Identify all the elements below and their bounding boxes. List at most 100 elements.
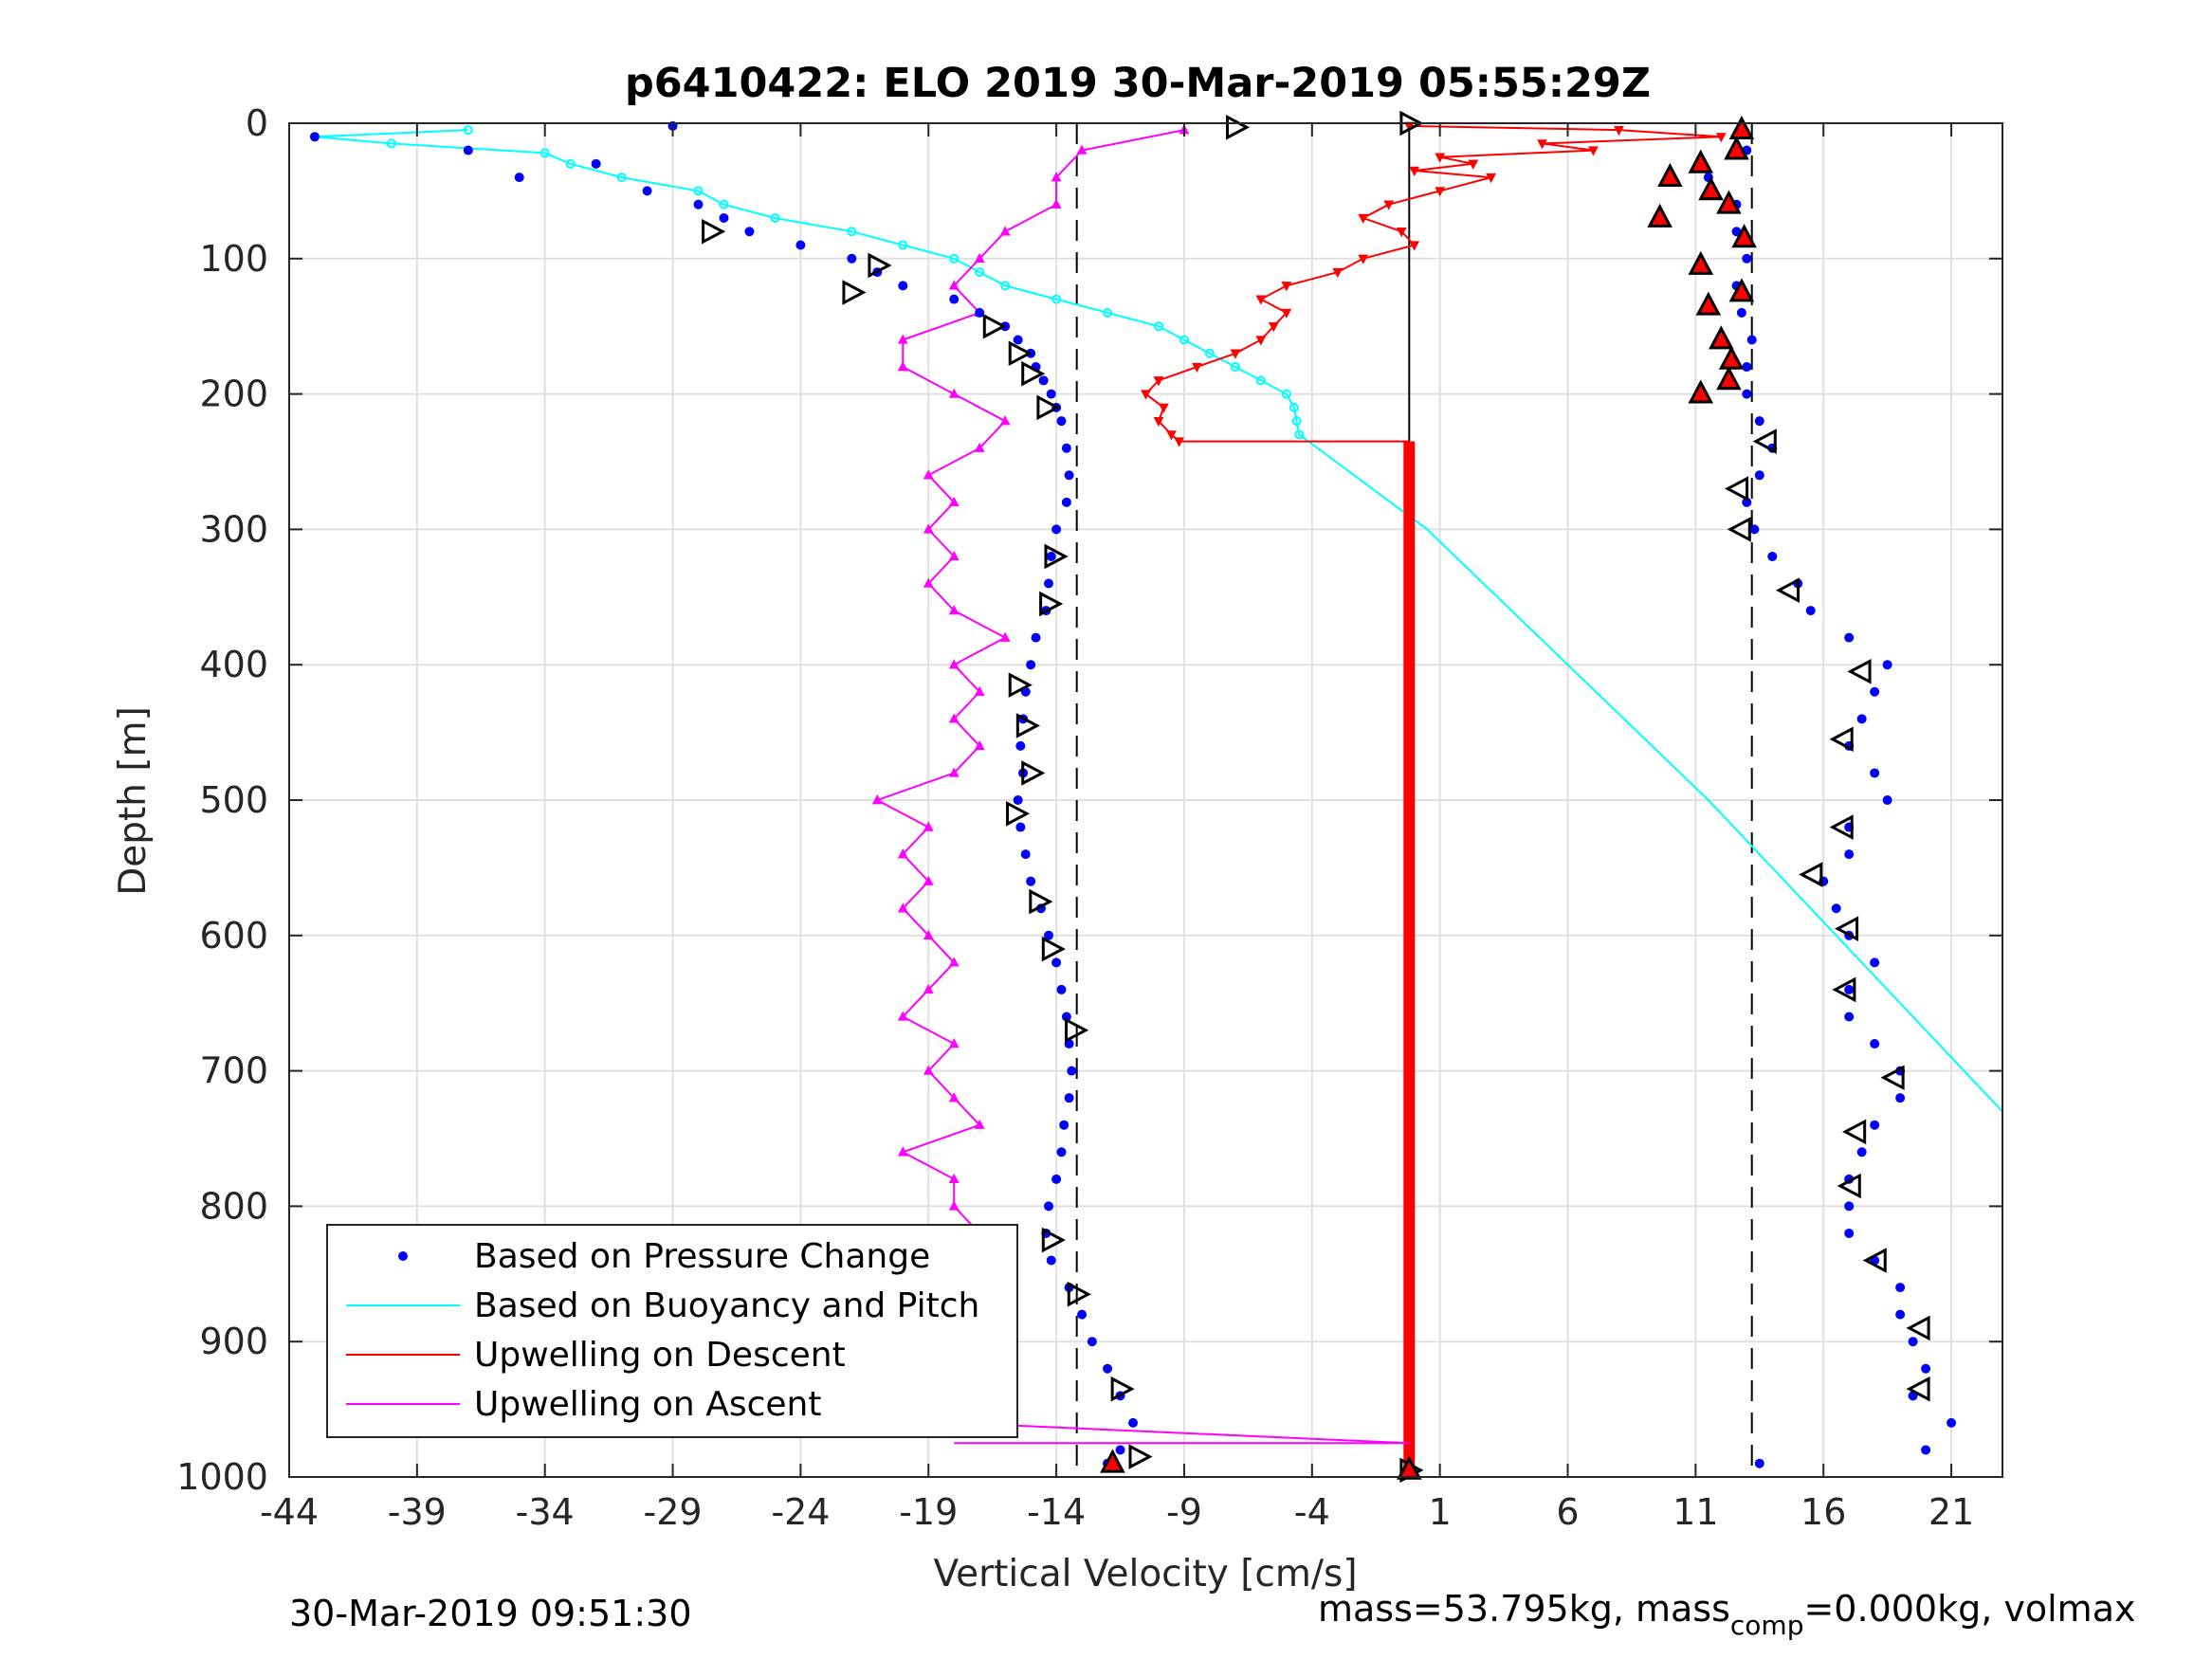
ascent-point: [948, 1092, 960, 1103]
pressure-ascent-point: [1844, 1228, 1855, 1238]
open-triangle-marker: [1128, 1444, 1153, 1469]
buoyancy-point: [1294, 429, 1305, 440]
pressure-ascent-point: [1754, 470, 1764, 481]
pressure-descent-point: [1064, 470, 1074, 481]
open-triangle-marker: [1725, 476, 1749, 501]
pressure-ascent-point: [1870, 1039, 1880, 1049]
pressure-descent-point: [719, 212, 729, 223]
pressure-descent-point: [1061, 1012, 1071, 1022]
x-tick-label: -4: [1294, 1491, 1330, 1533]
y-tick-label: 100: [199, 238, 268, 280]
y-tick-label: 900: [199, 1321, 268, 1362]
ascent-point: [999, 631, 1011, 642]
descent-point: [1358, 254, 1369, 264]
footer-timestamp: 30-Mar-2019 09:51:30: [289, 1593, 692, 1634]
ascent-point: [974, 739, 985, 751]
pressure-descent-point: [1020, 849, 1031, 860]
filled-triangle-marker: [1100, 1449, 1125, 1473]
filled-triangle-marker: [1728, 115, 1755, 140]
pressure-ascent-point: [1754, 416, 1764, 427]
descent-point: [1192, 362, 1202, 374]
y-tick-label: 1000: [176, 1456, 268, 1498]
descent-point: [1230, 349, 1241, 359]
pressure-descent-point: [1115, 1445, 1125, 1455]
pressure-ascent-point: [1736, 307, 1746, 318]
open-triangle-marker: [1906, 1376, 1930, 1402]
x-tick-label: -19: [899, 1491, 958, 1533]
y-tick-label: 500: [199, 779, 268, 821]
descent-point: [1486, 173, 1496, 184]
y-tick-label: 800: [199, 1185, 268, 1227]
buoyancy-point: [1291, 416, 1302, 427]
open-triangle-marker: [982, 313, 1007, 339]
open-triangle-marker: [1021, 760, 1046, 786]
legend-items: Based on Pressure Change Based on Buoyanc…: [346, 1237, 979, 1424]
ascent-point: [897, 902, 908, 913]
open-triangle-marker: [1021, 360, 1046, 387]
pressure-ascent-point: [1921, 1363, 1931, 1374]
buoyancy-point: [565, 158, 576, 169]
descent-zero-column: [1403, 441, 1416, 1470]
buoyancy-point: [770, 212, 780, 223]
buoyancy-point: [1103, 307, 1113, 318]
buoyancy-point: [1179, 335, 1189, 345]
descent-point: [1614, 125, 1624, 137]
pressure-descent-point: [1026, 876, 1036, 886]
buoyancy-point: [1281, 389, 1291, 399]
ascent-point: [974, 252, 985, 263]
ascent-point: [1051, 172, 1062, 182]
open-triangle-marker: [1752, 428, 1777, 454]
buoyancy-point: [949, 253, 960, 264]
filled-triangle-marker: [1718, 345, 1745, 370]
pressure-ascent-point: [1742, 389, 1752, 399]
ascent-point: [999, 415, 1011, 426]
pressure-descent-point: [1031, 632, 1041, 643]
open-triangle-marker: [1036, 394, 1061, 421]
pressure-descent-point: [1046, 551, 1056, 561]
pressure-descent-point: [1059, 1120, 1069, 1130]
pressure-ascent-point: [1895, 1283, 1906, 1293]
descent-point: [1255, 336, 1267, 346]
marker-layer: [702, 110, 1930, 1484]
filled-triangle-marker: [1709, 325, 1734, 350]
descent-point: [1409, 166, 1420, 176]
ascent-point: [948, 1200, 960, 1211]
buoyancy-point: [1000, 281, 1011, 291]
x-tick-label: -44: [260, 1491, 319, 1533]
x-tick-label: -39: [388, 1491, 447, 1533]
buoyancy-point: [1255, 375, 1266, 386]
ascent-point: [948, 713, 960, 723]
pressure-ascent-point: [1870, 957, 1880, 968]
pressure-descent-point: [1044, 930, 1054, 940]
pressure-ascent-point: [1746, 335, 1757, 345]
ascent-point: [897, 361, 908, 372]
open-triangle-marker: [1862, 1248, 1887, 1273]
ascent-point: [923, 875, 934, 885]
ascent-point: [948, 1038, 960, 1048]
descent-point: [1153, 376, 1164, 387]
pressure-descent-point: [1061, 443, 1071, 453]
ascent-point: [948, 957, 960, 967]
pressure-ascent-point: [1749, 524, 1760, 535]
buoyancy-point: [1289, 402, 1299, 412]
filled-triangle-marker: [1657, 162, 1683, 188]
open-triangle-marker: [1039, 591, 1064, 617]
ascent-point: [948, 659, 960, 669]
descent-point: [1715, 133, 1727, 143]
ascent-point: [923, 821, 934, 831]
pressure-descent-point: [591, 158, 601, 169]
pressure-descent-point: [1077, 1309, 1088, 1320]
pressure-descent-point: [1046, 1255, 1056, 1266]
buoyancy-point: [1204, 348, 1215, 358]
pressure-descent-point: [1056, 416, 1067, 427]
open-triangle-marker: [1008, 340, 1033, 367]
y-axis-label: Depth [m]: [112, 706, 155, 896]
buoyancy-point: [898, 240, 908, 250]
pressure-ascent-point: [1895, 1093, 1906, 1103]
descent-point: [1435, 153, 1446, 163]
y-tick-label: 400: [199, 644, 268, 685]
buoyancy-point: [463, 125, 473, 136]
descent-point: [1403, 121, 1415, 132]
pressure-descent-point: [1026, 660, 1036, 670]
